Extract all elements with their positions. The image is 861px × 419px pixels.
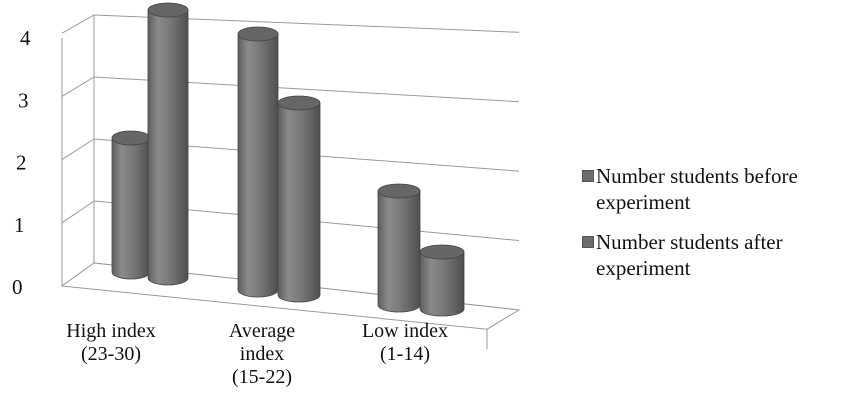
y-tick-label: 0: [12, 275, 23, 299]
x-tick-label-line: High index: [66, 320, 155, 342]
y-tick-label: 4: [20, 26, 31, 50]
bar-body: [111, 137, 151, 280]
gridline-side: [61, 76, 95, 97]
x-tick-label: Average index (15-22): [229, 320, 295, 388]
bar-top: [277, 95, 321, 111]
legend-swatch-after: [582, 236, 594, 248]
y-tick-label: 3: [18, 88, 29, 112]
bar: [111, 130, 151, 280]
x-tick-label-line: (15-22): [232, 366, 292, 388]
bar: [237, 26, 279, 298]
bar: [419, 244, 465, 317]
legend-item-before: Number students before experiment: [582, 163, 861, 215]
legend-item-after: Number students after experiment: [582, 229, 861, 281]
gridline-side: [61, 14, 95, 34]
bar-body: [237, 33, 279, 298]
bar-body: [147, 9, 189, 286]
bar: [147, 2, 189, 286]
bar-body: [377, 190, 421, 313]
bar: [377, 183, 421, 313]
bar-top: [147, 2, 189, 18]
bar-top: [111, 130, 151, 146]
legend-swatch-before: [582, 170, 594, 182]
x-tick-label-line: (23-30): [81, 343, 141, 365]
gridline-side: [61, 200, 95, 224]
gridline-side: [61, 138, 95, 161]
x-tick-label-line: (1-14): [380, 343, 430, 365]
legend: Number students before experiment Number…: [582, 163, 861, 295]
bar-top: [237, 26, 279, 42]
x-tick-label-line: Low index: [362, 320, 448, 342]
x-tick-label: High index (23-30): [66, 320, 155, 365]
legend-label-after: Number students after experiment: [596, 230, 783, 280]
x-tick-label: Low index (1-14): [362, 320, 448, 365]
y-tick-label: 2: [16, 151, 27, 175]
bar-top: [377, 183, 421, 199]
bar-top: [419, 244, 465, 260]
bar: [277, 95, 321, 303]
x-tick-label-line: Average: [229, 320, 295, 342]
bars: [111, 2, 465, 317]
x-tick-label-line: index: [240, 343, 284, 365]
bar-body: [277, 102, 321, 303]
bar-body: [419, 251, 465, 317]
y-tick-label: 1: [14, 213, 25, 237]
legend-label-before: Number students before experiment: [596, 164, 798, 214]
